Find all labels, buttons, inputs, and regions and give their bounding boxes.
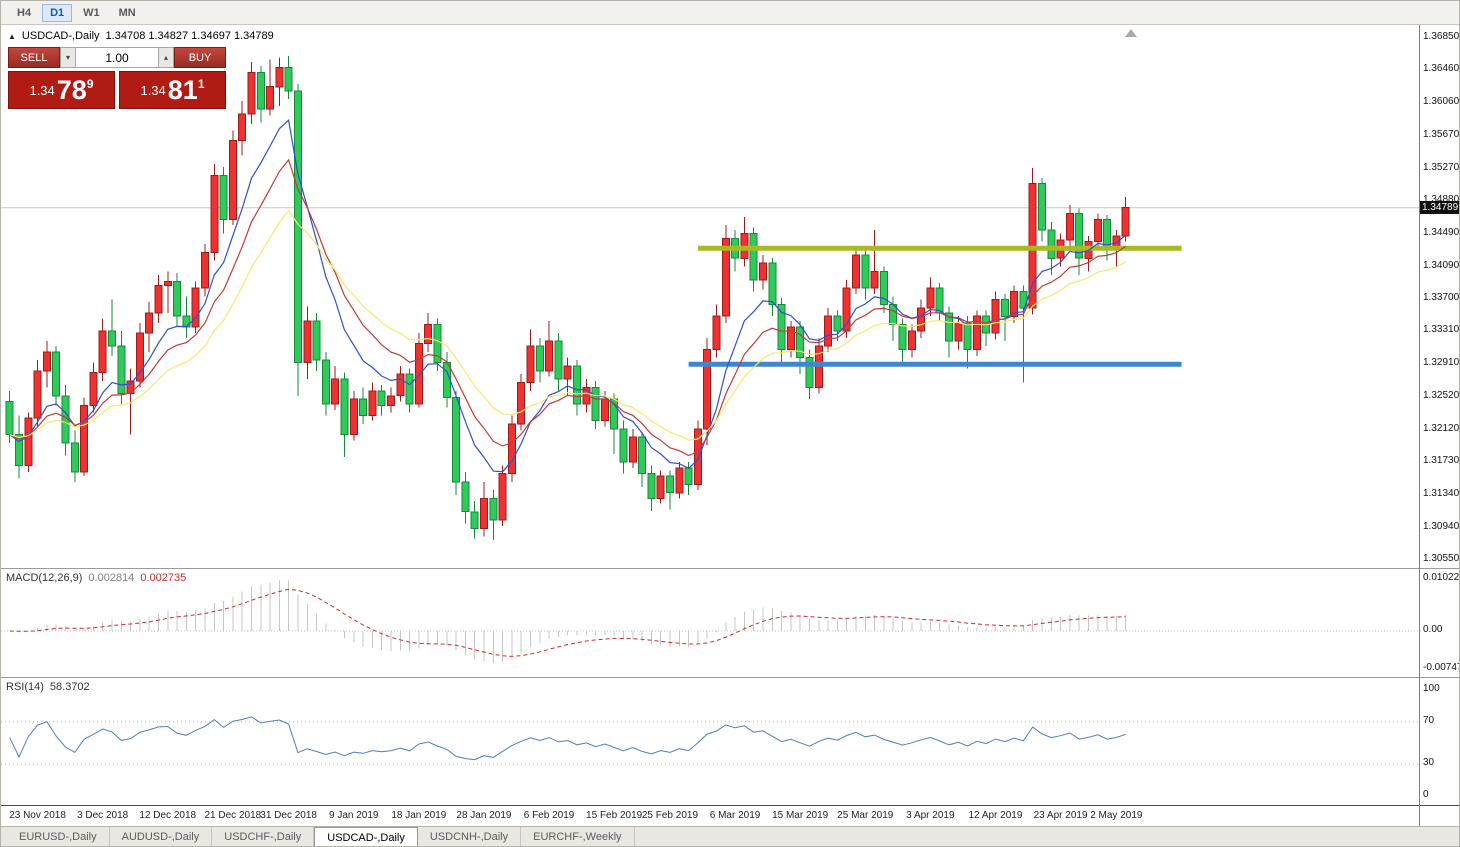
one-click-collapse-icon[interactable]: ▲ xyxy=(8,31,16,41)
main-chart-panel: ▲ USDCAD-,Daily 1.34708 1.34827 1.34697 … xyxy=(1,25,1459,568)
volume-increase-icon[interactable]: ▴ xyxy=(158,47,174,68)
macd-tick-label: -0.00747 xyxy=(1423,662,1460,673)
rsi-tick-label: 100 xyxy=(1423,683,1440,694)
macd-main-value: 0.002814 xyxy=(88,572,135,584)
ask-price-prefix: 1.34 xyxy=(140,82,166,98)
macd-header: MACD(12,26,9) 0.002814 0.002735 xyxy=(6,572,186,584)
timeframe-button-h4[interactable]: H4 xyxy=(17,6,32,19)
bid-price-big-digits: 78 xyxy=(56,74,87,105)
date-label: 3 Apr 2019 xyxy=(906,810,955,821)
price-tick-label: 1.36850 xyxy=(1423,31,1460,42)
price-tick-label: 1.30550 xyxy=(1423,553,1460,564)
price-tick-label: 1.33310 xyxy=(1423,324,1460,336)
chart-tab-eurchf-weekly[interactable]: EURCHF-,Weekly xyxy=(521,827,635,846)
macd-name-label: MACD(12,26,9) xyxy=(6,572,83,584)
date-label: 12 Apr 2019 xyxy=(968,810,1023,821)
bid-price-pipette: 9 xyxy=(86,77,94,91)
price-tick-label: 1.35270 xyxy=(1423,161,1460,173)
timeframe-button-mn[interactable]: MN xyxy=(118,6,136,19)
chart-tab-usdcnh-daily[interactable]: USDCNH-,Daily xyxy=(418,827,522,846)
date-label: 23 Nov 2018 xyxy=(9,810,66,821)
date-label: 15 Mar 2019 xyxy=(772,810,829,821)
date-axis[interactable]: 23 Nov 2018 3 Dec 2018 12 Dec 2018 21 Dec 2… xyxy=(1,805,1459,826)
date-label: 28 Jan 2019 xyxy=(456,810,512,821)
macd-tick-label: 0.010229 xyxy=(1423,572,1460,583)
ask-price-button[interactable]: 1.34 81 1 xyxy=(119,71,226,109)
chart-title: ▲ USDCAD-,Daily 1.34708 1.34827 1.34697 … xyxy=(8,30,274,42)
price-tick-label: 1.32120 xyxy=(1423,422,1460,434)
buy-button[interactable]: BUY xyxy=(174,47,226,68)
rsi-indicator-panel: RSI(14) 58.3702 xyxy=(1,677,1459,805)
chart-tab-bar: EURUSD-,Daily AUDUSD-,Daily USDCHF-,Daily U… xyxy=(1,826,1459,846)
price-tick-label: 1.30940 xyxy=(1423,520,1460,532)
price-tick-label: 1.34490 xyxy=(1423,226,1460,238)
price-tick-label: 1.34090 xyxy=(1423,259,1460,271)
date-label: 12 Dec 2018 xyxy=(139,810,197,821)
rsi-tick-label: 0 xyxy=(1423,789,1429,800)
date-label: 25 Feb 2019 xyxy=(641,810,699,821)
timeframe-button-d1[interactable]: D1 xyxy=(42,3,73,22)
price-tick-label: 1.32520 xyxy=(1423,389,1460,401)
date-label: 6 Feb 2019 xyxy=(523,810,575,821)
date-label: 21 Dec 2018 xyxy=(204,810,262,821)
date-label: 31 Dec 2018 xyxy=(260,810,317,821)
date-label: 18 Jan 2019 xyxy=(391,810,447,821)
sell-button[interactable]: SELL xyxy=(8,47,60,68)
price-tick-label: 1.36460 xyxy=(1423,63,1460,75)
macd-signal-value: 0.002735 xyxy=(140,572,187,584)
price-tick-label: 1.31730 xyxy=(1423,455,1460,467)
timeframe-toolbar: H4 D1 W1 MN xyxy=(1,1,1459,25)
chart-symbol-label: USDCAD-,Daily xyxy=(21,30,100,42)
price-tick-label: 1.31340 xyxy=(1423,487,1460,499)
date-label: 2 May 2019 xyxy=(1090,810,1143,821)
ask-price-pipette: 1 xyxy=(197,77,205,91)
volume-decrease-icon[interactable]: ▾ xyxy=(60,47,76,68)
rsi-indicator-chart[interactable] xyxy=(1,678,1421,805)
date-label: 3 Dec 2018 xyxy=(77,810,129,821)
rsi-header: RSI(14) 58.3702 xyxy=(6,681,90,693)
price-tick-label: 1.35670 xyxy=(1423,128,1460,140)
price-axis[interactable]: 1.34789 1.36850 1.36460 1.36060 1.35670 1.35… xyxy=(1419,25,1459,826)
macd-indicator-chart[interactable] xyxy=(1,569,1421,677)
rsi-tick-label: 30 xyxy=(1423,757,1435,769)
candlestick-chart[interactable] xyxy=(1,25,1421,568)
chart-tab-eurusd-daily[interactable]: EURUSD-,Daily xyxy=(7,827,110,846)
price-tick-label: 1.34880 xyxy=(1423,194,1460,206)
bid-price-button[interactable]: 1.34 78 9 xyxy=(8,71,115,109)
macd-tick-label: 0.00 xyxy=(1423,624,1443,635)
date-label: 15 Feb 2019 xyxy=(586,810,643,821)
chart-tab-usdchf-daily[interactable]: USDCHF-,Daily xyxy=(212,827,315,846)
rsi-tick-label: 70 xyxy=(1423,714,1435,726)
chart-tab-audusd-daily[interactable]: AUDUSD-,Daily xyxy=(110,827,213,846)
macd-indicator-panel: MACD(12,26,9) 0.002814 0.002735 xyxy=(1,568,1459,677)
timeframe-button-w1[interactable]: W1 xyxy=(83,6,100,19)
price-tick-label: 1.32910 xyxy=(1423,357,1460,369)
price-tick-label: 1.36060 xyxy=(1423,96,1460,108)
date-label: 9 Jan 2019 xyxy=(329,810,379,821)
rsi-name-label: RSI(14) xyxy=(6,681,44,693)
date-label: 6 Mar 2019 xyxy=(709,810,761,821)
price-tick-label: 1.33700 xyxy=(1423,292,1460,303)
date-label: 23 Apr 2019 xyxy=(1033,810,1088,821)
one-click-trading-panel: SELL ▾ ▴ BUY 1.34 78 9 1.34 81 1 xyxy=(8,47,226,109)
current-price-tag: 1.34789 xyxy=(1420,200,1459,214)
ask-price-big-digits: 81 xyxy=(167,74,198,105)
rsi-value: 58.3702 xyxy=(49,681,90,693)
chart-tab-usdcad-daily[interactable]: USDCAD-,Daily xyxy=(314,827,418,846)
chart-ohlc-values: 1.34708 1.34827 1.34697 1.34789 xyxy=(105,30,274,42)
date-label: 25 Mar 2019 xyxy=(837,810,894,821)
bid-price-prefix: 1.34 xyxy=(29,82,55,98)
volume-input[interactable] xyxy=(76,47,158,68)
